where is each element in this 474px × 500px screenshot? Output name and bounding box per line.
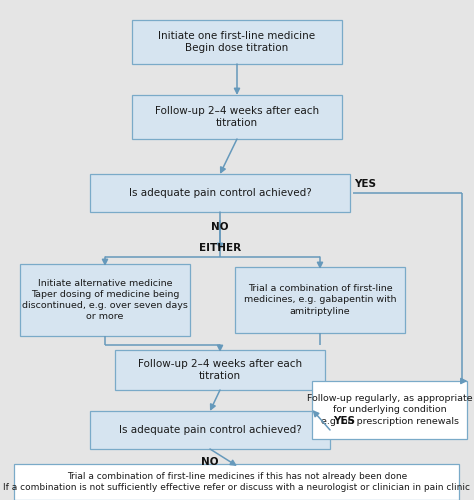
Text: Follow-up 2–4 weeks after each
titration: Follow-up 2–4 weeks after each titration: [138, 359, 302, 381]
Text: Trial a combination of first-line medicines if this has not already been done
If: Trial a combination of first-line medici…: [3, 472, 471, 492]
FancyBboxPatch shape: [115, 350, 325, 390]
FancyBboxPatch shape: [132, 20, 342, 64]
Text: Follow-up 2–4 weeks after each
titration: Follow-up 2–4 weeks after each titration: [155, 106, 319, 128]
FancyBboxPatch shape: [132, 95, 342, 139]
FancyBboxPatch shape: [15, 464, 459, 500]
Text: YES: YES: [354, 179, 376, 189]
Text: Is adequate pain control achieved?: Is adequate pain control achieved?: [118, 425, 301, 435]
Text: Trial a combination of first-line
medicines, e.g. gabapentin with
amitriptyline: Trial a combination of first-line medici…: [244, 284, 396, 316]
Text: YES: YES: [333, 416, 355, 426]
FancyBboxPatch shape: [90, 411, 330, 449]
Text: NO: NO: [201, 457, 219, 467]
Text: Follow-up regularly, as appropriate
for underlying condition
e.g. on prescriptio: Follow-up regularly, as appropriate for …: [307, 394, 473, 426]
Text: Initiate one first-line medicine
Begin dose titration: Initiate one first-line medicine Begin d…: [158, 31, 316, 53]
Text: Is adequate pain control achieved?: Is adequate pain control achieved?: [128, 188, 311, 198]
FancyBboxPatch shape: [312, 381, 467, 439]
FancyBboxPatch shape: [20, 264, 190, 336]
Text: NO: NO: [211, 222, 229, 232]
FancyBboxPatch shape: [235, 267, 405, 333]
Text: EITHER: EITHER: [199, 243, 241, 253]
FancyBboxPatch shape: [90, 174, 350, 212]
Text: Initiate alternative medicine
Taper dosing of medicine being
discontinued, e.g. : Initiate alternative medicine Taper dosi…: [22, 279, 188, 321]
